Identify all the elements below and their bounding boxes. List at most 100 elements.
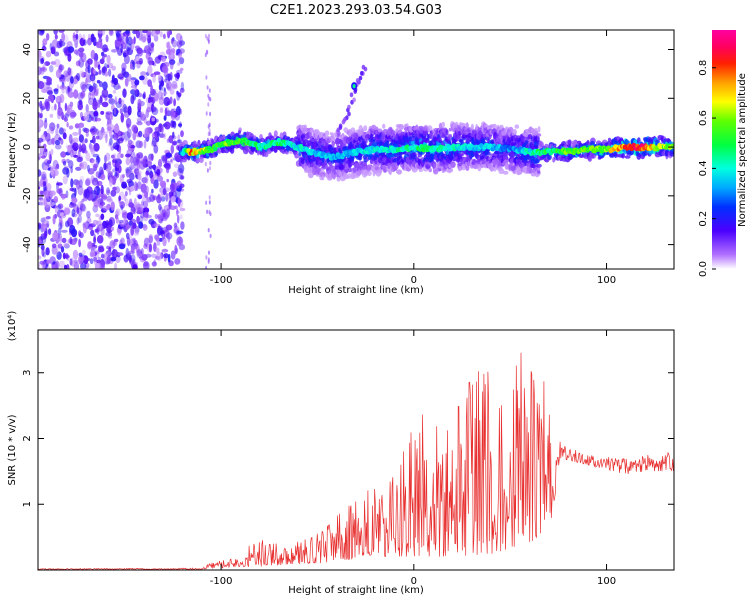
spectrogram-speckle xyxy=(94,187,97,196)
spectrogram-speckle xyxy=(118,97,122,105)
spectrogram-speckle xyxy=(61,32,65,42)
spectrogram-speckle xyxy=(148,218,155,225)
spectrogram-speckle xyxy=(62,167,69,175)
spectrogram-halo xyxy=(537,126,541,133)
spectrogram-speckle xyxy=(159,31,163,38)
spectrogram-halo xyxy=(389,169,392,176)
spectrogram-speckle xyxy=(68,125,74,130)
spectrogram-halo xyxy=(405,123,409,127)
spectrogram-speckle xyxy=(124,30,130,35)
spectrogram-speckle xyxy=(139,57,143,65)
spectrogram-speckle xyxy=(96,156,101,163)
spectrogram-speckle xyxy=(69,101,74,107)
spectrogram-speckle xyxy=(38,56,41,63)
spectrogram-speckle xyxy=(44,98,50,107)
spectrogram-ticks: -100 0 100 -40 -20 0 20 40 xyxy=(22,30,674,286)
spectrogram-speckle xyxy=(205,49,208,54)
spectrogram-speckle xyxy=(93,142,100,152)
spectrogram-speckle xyxy=(159,193,163,198)
spectrogram-speckle xyxy=(156,251,163,261)
spectrogram-speckle xyxy=(46,266,51,269)
spectrogram-speckle xyxy=(171,120,176,128)
spectrogram-speckle xyxy=(100,127,106,136)
spectrogram-speckle xyxy=(117,85,122,89)
spectrogram-speckle xyxy=(110,189,117,197)
spectrogram-speckle xyxy=(142,30,149,34)
spectrogram-speckle xyxy=(90,125,97,135)
spectrogram-speckle xyxy=(40,105,48,110)
spectrogram-speckle xyxy=(92,219,99,225)
spectrogram-speckle xyxy=(154,223,160,228)
spectrogram-speckle xyxy=(167,73,171,82)
spectrogram-speckle xyxy=(82,249,86,255)
spectrogram-y-tick-label: 20 xyxy=(22,92,33,105)
spectrogram-speckle xyxy=(154,213,159,220)
spectrogram-speckle xyxy=(38,223,42,231)
spectrogram-speckle xyxy=(120,223,124,227)
spectrogram-halo xyxy=(321,157,325,163)
spectrogram-speckle xyxy=(106,126,112,131)
spectrogram-speckle xyxy=(85,177,91,186)
spectrogram-halo xyxy=(607,137,612,142)
spectrogram-speckle xyxy=(130,206,136,215)
spectrogram-speckle xyxy=(101,67,106,76)
spectrogram-speckle xyxy=(63,206,70,212)
spectrogram-speckle xyxy=(91,246,96,253)
spectrogram-speckle xyxy=(100,173,106,181)
spectrogram-speckle xyxy=(177,62,181,66)
spectrogram-speckle xyxy=(50,105,55,111)
spectrogram-speckle xyxy=(92,68,96,75)
spectrogram-speckle xyxy=(96,117,102,122)
spectrogram-speckle xyxy=(94,196,98,201)
spectrogram-speckle xyxy=(51,243,57,249)
spectrogram-speckle xyxy=(79,232,84,239)
spectrogram-speckle xyxy=(56,251,62,260)
spectrogram-speckle xyxy=(118,243,126,250)
spectrogram-speckle xyxy=(82,34,86,41)
spectrogram-speckle xyxy=(56,123,60,129)
spectrogram-speckle xyxy=(123,194,127,202)
spectrogram-speckle xyxy=(152,74,156,83)
spectrogram-speckle xyxy=(176,92,181,101)
spectrogram-speckle xyxy=(87,241,93,249)
spectrogram-speckle xyxy=(84,179,91,186)
spectrogram-speckle xyxy=(106,198,113,202)
spectrogram-speckle xyxy=(176,208,179,217)
spectrogram-speckle xyxy=(129,63,133,70)
spectrogram-speckle xyxy=(166,101,170,106)
spectrogram-speckle xyxy=(142,49,147,54)
spectrogram-speckle xyxy=(127,143,132,148)
spectrogram-speckle xyxy=(179,121,182,129)
spectrogram-y-tick-label: -20 xyxy=(22,188,33,204)
spectrogram-speckle xyxy=(102,205,110,211)
spectrogram-speckle xyxy=(105,34,109,43)
spectrogram-speckle xyxy=(164,121,171,130)
spectrogram-speckle xyxy=(176,210,180,214)
spectrogram-speckle xyxy=(179,175,184,180)
spectrogram-speckle xyxy=(130,254,136,263)
spectrogram-speckle xyxy=(122,88,127,98)
spectrogram-speckle xyxy=(179,183,185,189)
spectrogram-speckle xyxy=(48,228,52,235)
spectrogram-speckle xyxy=(46,220,50,229)
spectrogram-speckle xyxy=(58,187,63,196)
spectrogram-speckle xyxy=(100,227,105,236)
spectrogram-speckle xyxy=(204,161,207,167)
spectrogram-speckle xyxy=(50,166,55,176)
spectrogram-speckle xyxy=(208,200,211,205)
spectrogram-speckle xyxy=(76,156,83,163)
spectrogram-speckle xyxy=(93,86,97,94)
spectrogram-halo xyxy=(458,167,462,172)
spectrogram-speckle xyxy=(160,56,167,62)
spectrogram-speckle xyxy=(63,70,69,78)
spectrogram-speckle xyxy=(151,261,157,267)
spectrogram-speckle xyxy=(165,80,172,90)
spectrogram-speckle xyxy=(91,116,94,121)
spectrogram-ridge xyxy=(213,146,218,152)
spectrogram-speckle xyxy=(108,227,111,236)
spectrogram-speckle xyxy=(158,203,162,211)
spectrogram-speckle xyxy=(84,188,90,199)
spectrogram-branch xyxy=(358,75,363,81)
spectrogram-speckle xyxy=(74,38,79,49)
spectrogram-speckle xyxy=(41,46,47,51)
